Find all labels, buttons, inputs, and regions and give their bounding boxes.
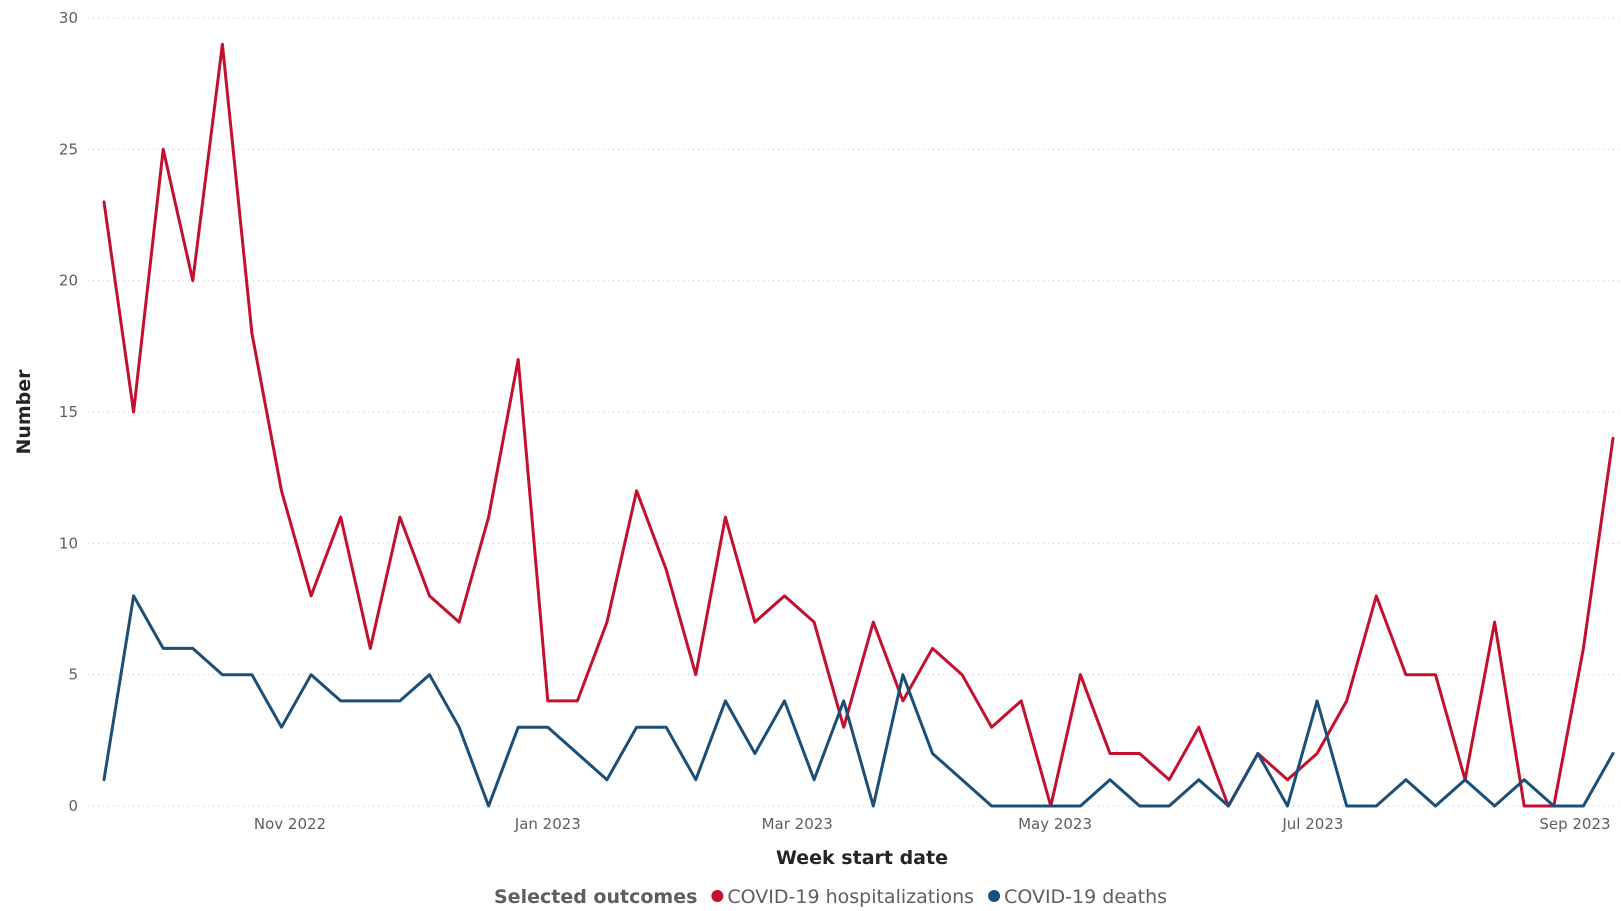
y-tick-label: 5 bbox=[68, 666, 78, 684]
x-tick-label: Sep 2023 bbox=[1539, 815, 1610, 833]
x-tick-label: Jul 2023 bbox=[1281, 815, 1343, 833]
y-axis-ticks: 0 5 10 15 20 25 30 bbox=[59, 9, 78, 815]
y-tick-label: 10 bbox=[59, 534, 78, 552]
legend-title: Selected outcomes bbox=[494, 886, 697, 908]
series-lines bbox=[102, 42, 1615, 808]
x-axis-ticks: Nov 2022 Jan 2023 Mar 2023 May 2023 Jul 2023… bbox=[254, 815, 1611, 833]
legend: Selected outcomes COVID-19 hospitalizati… bbox=[494, 886, 1167, 908]
legend-label-hospitalizations[interactable]: COVID-19 hospitalizations bbox=[727, 886, 974, 908]
gridlines bbox=[88, 17, 1621, 807]
x-tick-label: Jan 2023 bbox=[514, 815, 581, 833]
legend-swatch-deaths bbox=[988, 890, 1001, 902]
y-tick-label: 30 bbox=[59, 9, 78, 27]
series-line-hospitalizations bbox=[102, 42, 1615, 808]
legend-label-deaths[interactable]: COVID-19 deaths bbox=[1004, 886, 1167, 908]
y-axis-title: Number bbox=[13, 369, 35, 455]
series-line-deaths bbox=[102, 594, 1615, 808]
y-tick-label: 20 bbox=[59, 272, 78, 290]
y-tick-label: 25 bbox=[59, 140, 78, 158]
x-tick-label: Nov 2022 bbox=[254, 815, 326, 833]
x-axis-title: Week start date bbox=[776, 847, 948, 869]
x-tick-label: Mar 2023 bbox=[762, 815, 833, 833]
y-tick-label: 15 bbox=[59, 403, 78, 421]
legend-swatch-hospitalizations bbox=[711, 890, 724, 902]
y-tick-label: 0 bbox=[68, 797, 78, 815]
x-tick-label: May 2023 bbox=[1018, 815, 1092, 833]
